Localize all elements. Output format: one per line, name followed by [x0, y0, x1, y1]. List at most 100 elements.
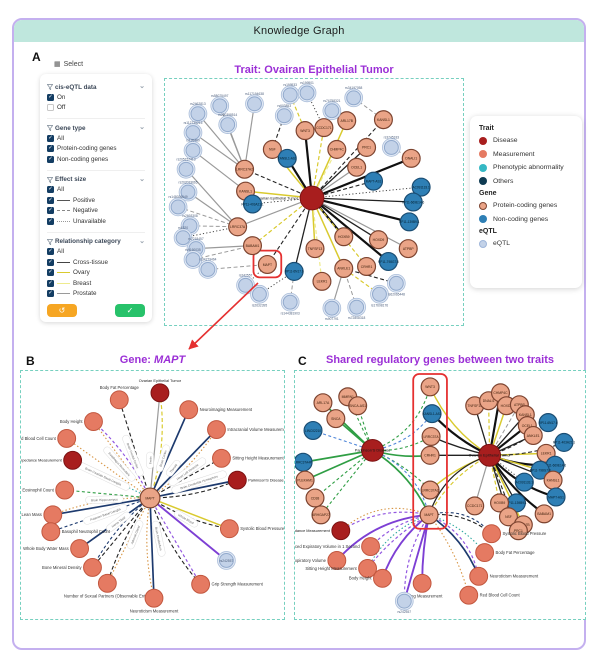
graph-node-systolic-blood-pressure[interactable]: Systolic Blood Pressure: [482, 524, 547, 544]
graph-node-prc1[interactable]: PRC1: [357, 137, 377, 157]
graph-node-rs34197058[interactable]: rs34197058: [344, 86, 364, 108]
graph-node-dnali1[interactable]: DNALI1: [401, 148, 421, 168]
chevron-down-icon[interactable]: ⌄: [139, 237, 145, 245]
checkbox[interactable]: ✓: [47, 290, 54, 298]
graph-node-hoxb9[interactable]: HOXB9: [334, 227, 354, 247]
graph-node-rs17698176[interactable]: rs17698176: [370, 284, 389, 307]
graph-node-parkinson-s-disease[interactable]: Parkinson'S Disease: [355, 438, 391, 462]
graph-node-rs202033665[interactable]: rs202033665: [178, 180, 198, 202]
graph-node-number-of-sexual-partners-observable-entity[interactable]: Number of Sexual Partners (Observable En…: [64, 573, 151, 598]
graph-node-rs242557[interactable]: rs242557: [394, 591, 414, 614]
chevron-down-icon[interactable]: ⌄: [139, 124, 145, 131]
graph-node-rs603853[interactable]: rs603853: [274, 104, 294, 126]
graph-node-rs200398514[interactable]: rs200398514: [218, 113, 237, 134]
graph-node-lrrc37a[interactable]: LRRC37A: [421, 426, 441, 446]
graph-node-rs74758321[interactable]: rs74758321: [322, 99, 342, 121]
graph-node-rs117194638[interactable]: rs117194638: [245, 92, 264, 114]
checkbox[interactable]: ✓: [47, 155, 54, 163]
graph-node-body-fat-percentage[interactable]: Body Fat Percentage: [100, 385, 140, 410]
graph-node-ccdc171[interactable]: CCDC171: [314, 118, 334, 138]
graph-node-mapt-as1[interactable]: MAPT-AS1: [363, 171, 384, 191]
reset-button[interactable]: ↺: [47, 304, 77, 317]
graph-node-plekhm1[interactable]: PLEKHM1: [295, 470, 315, 490]
filter-section-header[interactable]: Gene type ⌄: [47, 123, 145, 133]
graph-node-crhr1[interactable]: CRHR1: [357, 256, 377, 276]
graph-node-rp11-403a21-1[interactable]: RP11-403A21.1: [553, 432, 575, 452]
filter-option-prostate[interactable]: ✓ Prostate: [47, 289, 145, 300]
graph-node-red-blood-cell-count[interactable]: Red Blood Cell Count: [459, 585, 521, 605]
checkbox[interactable]: ✓: [47, 279, 54, 287]
graph-node-rp11-403a21-1[interactable]: RP11-403A21.1: [241, 194, 264, 214]
graph-node-babam1[interactable]: BABAM1: [242, 236, 263, 256]
graph-node-ovarian-epithelial-tumor[interactable]: Ovarian Epithelial Tumor: [256, 185, 325, 211]
graph-node-rs34279464[interactable]: rs34279464: [198, 258, 218, 279]
graph-node-arl17b[interactable]: ARL17B: [337, 111, 357, 131]
graph-node-nsf[interactable]: NSF: [262, 139, 282, 159]
graph-node-lekr1[interactable]: LEKR1: [312, 271, 332, 291]
graph-node-whole-body-water-mass[interactable]: Whole Body Water Mass: [23, 539, 90, 558]
checkbox[interactable]: ✓: [47, 258, 54, 266]
graph-node-mapt-as1[interactable]: MAPT-AS1: [546, 487, 566, 507]
graph-node-ocel1[interactable]: OCEL1: [347, 157, 367, 177]
graph-node-rs58075497[interactable]: rs58075497: [210, 94, 230, 116]
graph-node-kansl1-as1[interactable]: KANSL1-AS1: [423, 404, 442, 424]
graph-node-lrrc37a2[interactable]: LRRC37A2: [420, 480, 440, 500]
graph-node-rs199469[interactable]: rs199469: [183, 139, 203, 160]
graph-node-ovarian-epithelial-tumor[interactable]: Ovarian Epithelial Tumor: [468, 443, 511, 467]
graph-node-chmp4c[interactable]: CHMP4C: [327, 139, 347, 159]
checkbox[interactable]: ✓: [47, 248, 54, 256]
graph-node-nsf[interactable]: NSF: [498, 507, 518, 527]
graph-node-rs242557[interactable]: rs242557: [217, 551, 236, 570]
graph-node-kansl1-as1[interactable]: KANSL1-AS1: [278, 148, 297, 168]
graph-node-basophil-neutrophil-count[interactable]: Basophil Neutrophil Count: [41, 522, 111, 542]
filter-option-negative[interactable]: ✓ Negative: [47, 206, 145, 217]
graph-node-kansl1[interactable]: KANSL1: [543, 470, 563, 490]
graph-node-ccdc171[interactable]: CCDC171: [465, 496, 485, 516]
filter-option-breast[interactable]: ✓ Breast: [47, 278, 145, 289]
graph-node-mapt[interactable]: MAPT: [257, 254, 277, 275]
chevron-down-icon[interactable]: ⌄: [139, 175, 145, 183]
graph-node-hoxd9[interactable]: HOXD9: [368, 230, 388, 250]
graph-node-rp11-798g7-8[interactable]: RP11-798G7.8: [378, 251, 399, 272]
graph-node-bone-mineral-density[interactable]: Bone Mineral Density: [42, 557, 102, 577]
graph-node-rs907791[interactable]: rs907791: [322, 298, 342, 321]
graph-node-mapt[interactable]: MAPT: [139, 487, 161, 509]
graph-node-rs3745183[interactable]: rs3745183: [382, 136, 401, 157]
chevron-down-icon[interactable]: ⌄: [139, 83, 145, 90]
graph-node-systolic-blood-pressure[interactable]: Systolic Blood Pressure: [219, 519, 284, 539]
graph-node-neuroticism-measurement[interactable]: Neuroticism Measurement: [469, 566, 539, 586]
graph-node-linc02210[interactable]: LINC02210: [303, 420, 323, 441]
graph-node-body-height[interactable]: Body Height: [60, 412, 103, 432]
graph-node-snca-as1[interactable]: SNCA-AS1: [348, 396, 368, 416]
checkbox[interactable]: ✓: [47, 207, 54, 215]
graph-node-rs2632395[interactable]: rs2632395: [250, 284, 269, 307]
graph-node-kansl1[interactable]: KANSL1: [373, 110, 393, 130]
graph-node-balding-measurement[interactable]: Balding Measurement: [402, 573, 443, 598]
graph-node-babam1[interactable]: BABAM1: [534, 504, 554, 524]
graph-node-ac091133-1[interactable]: AC091133.1: [411, 177, 431, 197]
graph-node-rs144381903[interactable]: rs144381903: [281, 292, 300, 315]
graph-node-crhr1[interactable]: CRHR1: [420, 445, 440, 465]
filter-option-off[interactable]: Off: [47, 103, 145, 114]
filter-option-unavailable[interactable]: ✓ Unavailable: [47, 216, 145, 227]
graph-node-forced-expiratory-volume[interactable]: Forced Expiratory Volume: [295, 551, 347, 570]
graph-node-rp11-6n17-6[interactable]: RP11-6N17.6: [538, 413, 558, 433]
graph-node-ac091133-1[interactable]: AC091133.1: [514, 472, 534, 492]
graph-node-rs72808318[interactable]: rs72808318: [347, 297, 366, 320]
filter-option-all[interactable]: ✓ All: [47, 247, 145, 258]
graph-node-lrrc37a2[interactable]: LRRC37A2: [235, 159, 255, 179]
checkbox[interactable]: ✓: [47, 134, 54, 142]
graph-node-lrrc37a[interactable]: LRRC37A: [228, 217, 248, 237]
graph-node-rs9160035[interactable]: rs9160035: [183, 248, 203, 269]
filter-section-header[interactable]: cis-eQTL data ⌄: [47, 82, 145, 92]
filter-option-protein-coding-genes[interactable]: ✓ Protein-coding genes: [47, 144, 145, 155]
graph-node-parkinson-s-disease[interactable]: Parkinson'S Disease: [227, 470, 284, 490]
graph-node-rp11-798g7-8[interactable]: RP11-798G7.8: [530, 460, 551, 480]
filter-option-on[interactable]: ✓ On: [47, 92, 145, 103]
graph-node-body-height[interactable]: Body Height: [349, 568, 392, 588]
graph-node-prc1[interactable]: PRC1: [508, 521, 528, 541]
graph-node-arl17a[interactable]: ARL17A: [313, 393, 333, 413]
graph-node-neuroimaging-measurement[interactable]: Neuroimaging Measurement: [179, 400, 253, 420]
filter-option-positive[interactable]: ✓ Positive: [47, 195, 145, 206]
graph-node-ankle1[interactable]: ANKLE1: [523, 425, 543, 446]
